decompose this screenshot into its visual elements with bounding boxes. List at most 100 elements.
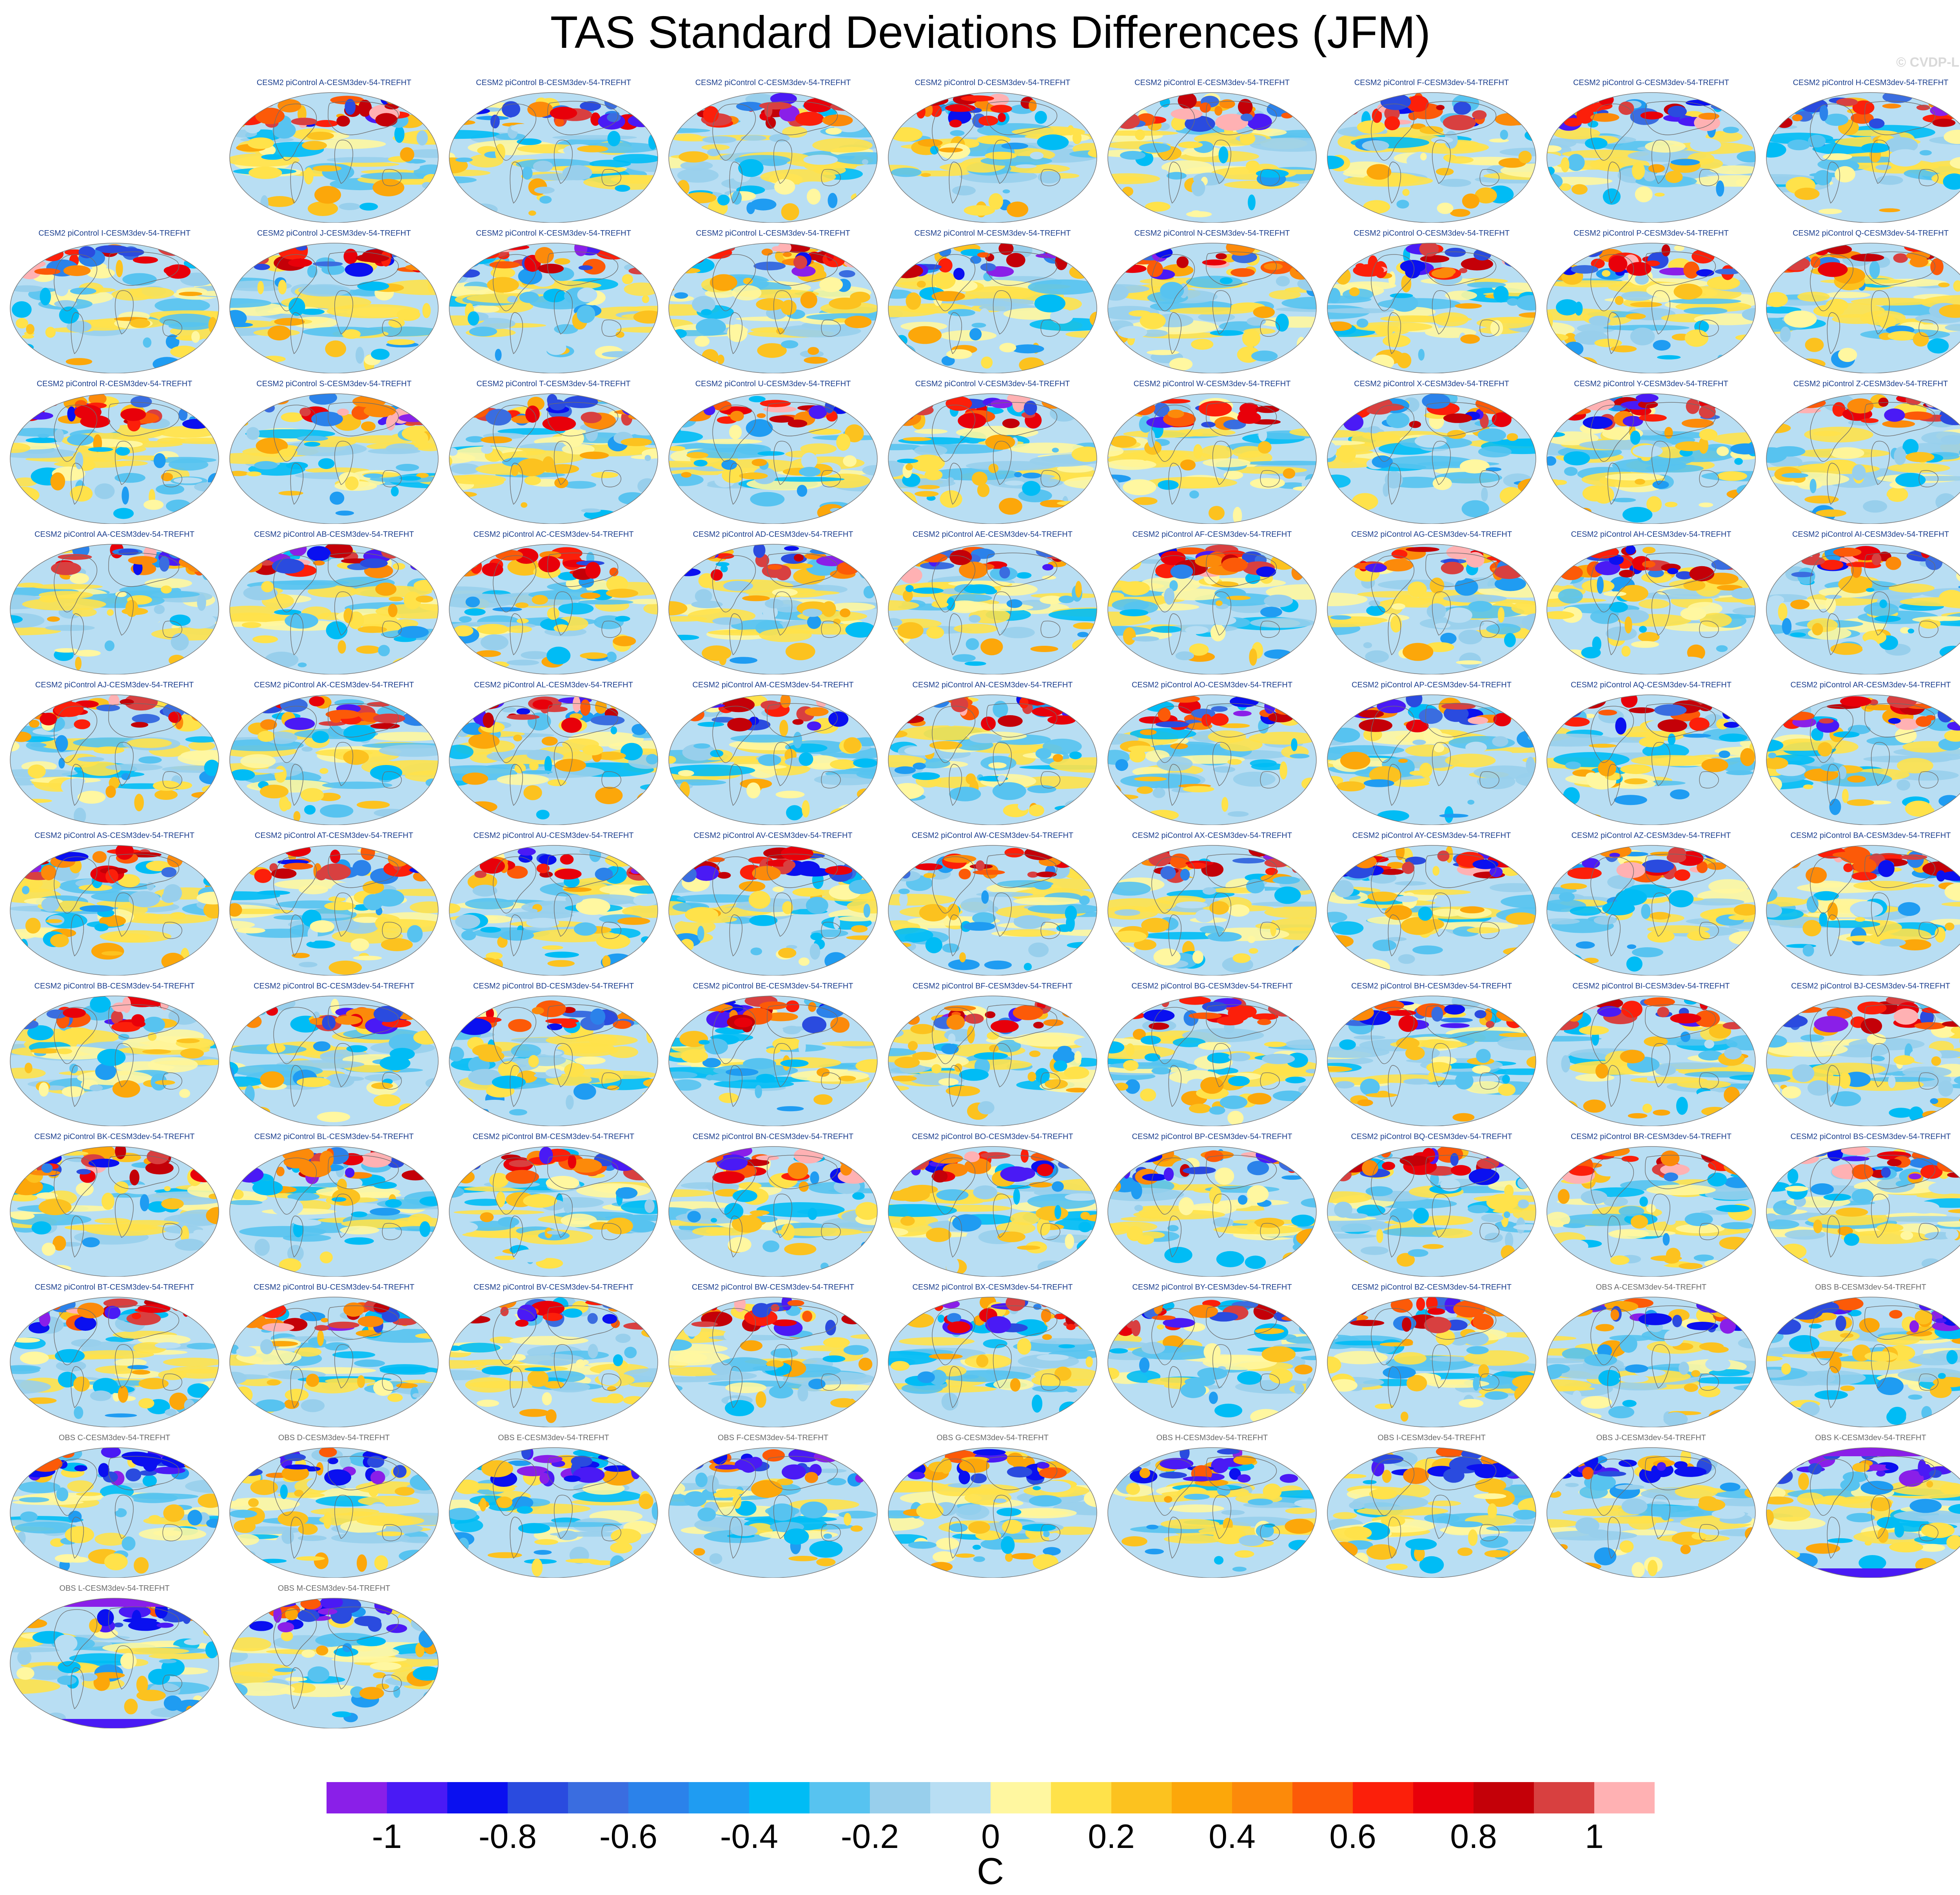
anomaly-blob bbox=[394, 125, 405, 143]
anomaly-blob bbox=[1357, 696, 1368, 710]
anomaly-blob bbox=[999, 566, 1010, 579]
anomaly-blob bbox=[1445, 247, 1466, 257]
anomaly-blob bbox=[1331, 359, 1350, 365]
anomaly-blob bbox=[1840, 696, 1871, 707]
anomaly-blob bbox=[1185, 626, 1209, 634]
anomaly-blob bbox=[338, 640, 346, 654]
anomaly-blob bbox=[953, 623, 998, 634]
anomaly-blob bbox=[784, 546, 799, 551]
anomaly-blob bbox=[991, 399, 1013, 409]
anomaly-blob bbox=[1215, 114, 1249, 131]
anomaly-blob bbox=[1089, 311, 1097, 327]
anomaly-blob bbox=[416, 130, 428, 145]
anomaly-blob bbox=[1178, 141, 1203, 149]
anomaly-blob bbox=[729, 425, 742, 440]
anomaly-blob bbox=[589, 847, 601, 862]
anomaly-blob bbox=[998, 113, 1006, 122]
anomaly-blob bbox=[1953, 106, 1960, 111]
anomaly-blob bbox=[173, 477, 202, 483]
map-panel: CESM2 piControl AU-CESM3dev-54-TREFHT bbox=[444, 830, 663, 979]
anomaly-blob bbox=[833, 618, 841, 625]
global-map bbox=[1546, 694, 1756, 825]
coastline bbox=[547, 552, 619, 587]
anomaly-blob bbox=[1253, 306, 1275, 318]
anomaly-blob bbox=[501, 707, 516, 713]
anomaly-blob bbox=[1223, 420, 1246, 429]
anomaly-blob bbox=[945, 104, 976, 112]
anomaly-blob bbox=[794, 554, 804, 562]
anomaly-blob bbox=[1784, 311, 1817, 328]
anomaly-blob bbox=[95, 245, 129, 253]
anomaly-blob bbox=[1642, 561, 1655, 568]
anomaly-blob bbox=[1902, 411, 1933, 420]
anomaly-blob bbox=[853, 852, 876, 863]
anomaly-blob bbox=[705, 243, 715, 257]
anomaly-blob bbox=[1547, 153, 1563, 167]
anomaly-blob bbox=[40, 552, 49, 559]
map-panel-title: CESM2 piControl G-CESM3dev-54-TREFHT bbox=[1573, 78, 1729, 87]
map-panel-title: CESM2 piControl AA-CESM3dev-54-TREFHT bbox=[34, 530, 194, 539]
anomaly-blob bbox=[1661, 244, 1670, 256]
map-panel-title: CESM2 piControl AW-CESM3dev-54-TREFHT bbox=[911, 831, 1074, 840]
anomaly-blob bbox=[1050, 309, 1073, 324]
anomaly-blob bbox=[1207, 932, 1242, 942]
anomaly-blob bbox=[1380, 94, 1411, 110]
anomaly-blob bbox=[1122, 697, 1136, 705]
anomaly-blob bbox=[25, 437, 59, 443]
anomaly-blob bbox=[607, 113, 621, 122]
anomaly-blob bbox=[757, 451, 785, 456]
anomaly-blob bbox=[352, 860, 371, 876]
anomaly-blob bbox=[859, 560, 869, 579]
global-map bbox=[229, 92, 439, 223]
anomaly-blob bbox=[1140, 729, 1157, 735]
anomaly-blob bbox=[40, 247, 64, 262]
coastline bbox=[382, 320, 402, 337]
map-panel-title: CESM2 piControl J-CESM3dev-54-TREFHT bbox=[257, 229, 411, 238]
anomaly-blob bbox=[782, 252, 792, 257]
coastline bbox=[821, 470, 841, 487]
anomaly-blob bbox=[992, 782, 1026, 800]
coastline bbox=[273, 405, 317, 462]
global-map bbox=[1107, 393, 1317, 524]
coastline bbox=[993, 290, 1012, 334]
anomaly-blob bbox=[1519, 312, 1536, 318]
anomaly-blob bbox=[1399, 594, 1412, 600]
anomaly-blob bbox=[313, 560, 325, 566]
anomaly-blob bbox=[154, 298, 210, 313]
map-panel-title: CESM2 piControl O-CESM3dev-54-TREFHT bbox=[1354, 229, 1510, 238]
anomaly-blob bbox=[1167, 172, 1187, 180]
anomaly-blob bbox=[1719, 733, 1748, 742]
coastline bbox=[773, 290, 792, 334]
anomaly-blob bbox=[1701, 758, 1728, 772]
anomaly-blob bbox=[1405, 265, 1420, 278]
anomaly-blob bbox=[1291, 245, 1308, 254]
anomaly-blob bbox=[916, 281, 926, 288]
map-outline bbox=[668, 92, 878, 223]
anomaly-blob bbox=[1352, 493, 1378, 511]
anomaly-blob bbox=[1147, 350, 1179, 355]
anomaly-blob bbox=[792, 719, 804, 725]
anomaly-blob bbox=[1654, 704, 1687, 716]
anomaly-blob bbox=[1067, 125, 1074, 136]
map-outline bbox=[888, 544, 1097, 674]
map-panel-title: CESM2 piControl W-CESM3dev-54-TREFHT bbox=[1133, 380, 1291, 388]
anomaly-blob bbox=[1203, 458, 1251, 467]
anomaly-blob bbox=[10, 342, 24, 356]
anomaly-blob bbox=[1269, 290, 1301, 300]
global-map bbox=[1107, 243, 1317, 373]
anomaly-blob bbox=[669, 487, 689, 503]
anomaly-blob bbox=[693, 743, 710, 749]
anomaly-blob bbox=[1221, 797, 1229, 812]
map-panel-title: CESM2 piControl AV-CESM3dev-54-TREFHT bbox=[693, 831, 853, 840]
anomaly-blob bbox=[1313, 789, 1316, 802]
anomaly-blob bbox=[715, 553, 734, 559]
anomaly-blob bbox=[1327, 361, 1341, 369]
map-panel: CESM2 piControl S-CESM3dev-54-TREFHT bbox=[224, 379, 444, 528]
anomaly-blob bbox=[1958, 552, 1960, 568]
anomaly-blob bbox=[739, 472, 768, 480]
anomaly-blob bbox=[1192, 950, 1203, 964]
anomaly-blob bbox=[314, 120, 338, 127]
anomaly-blob bbox=[249, 166, 282, 179]
anomaly-blob bbox=[648, 134, 657, 150]
anomaly-blob bbox=[1221, 558, 1248, 572]
